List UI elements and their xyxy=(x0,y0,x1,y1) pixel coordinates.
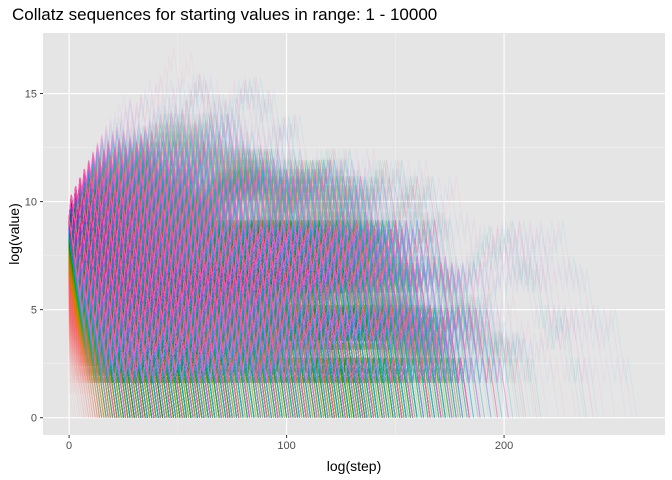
chart-title: Collatz sequences for starting values in… xyxy=(12,5,437,24)
